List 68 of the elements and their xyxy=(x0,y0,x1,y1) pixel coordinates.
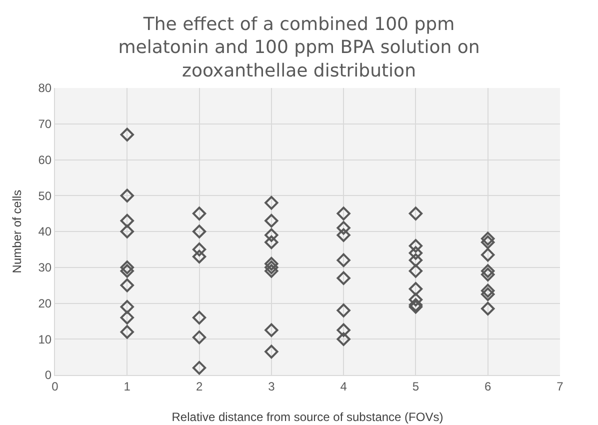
point xyxy=(408,264,423,278)
point xyxy=(192,330,206,344)
point xyxy=(264,235,278,250)
y-tick-label: 70 xyxy=(38,117,52,132)
point xyxy=(120,310,134,324)
x-tick-label: 7 xyxy=(556,379,564,394)
point xyxy=(408,246,423,260)
point xyxy=(120,325,134,339)
point xyxy=(120,300,134,314)
point xyxy=(120,128,134,142)
y-tick-label: 10 xyxy=(38,332,52,346)
point xyxy=(481,268,495,282)
point xyxy=(192,206,206,220)
y-tick-label: 60 xyxy=(38,152,52,167)
point xyxy=(120,214,134,228)
point xyxy=(264,264,278,278)
point xyxy=(336,323,350,338)
point xyxy=(336,332,350,346)
y-tick-label: 40 xyxy=(38,224,52,239)
x-tick-label: 6 xyxy=(484,379,492,394)
point xyxy=(336,271,350,285)
point xyxy=(120,188,134,202)
point xyxy=(120,264,134,278)
point xyxy=(481,248,495,262)
point xyxy=(264,256,278,271)
x-tick-label: 4 xyxy=(340,379,348,394)
x-axis-title: Relative distance from source of substance (FOVs) xyxy=(172,410,444,424)
point xyxy=(336,304,350,318)
point xyxy=(481,284,495,298)
point xyxy=(192,224,206,238)
point xyxy=(264,344,278,359)
point xyxy=(408,206,423,220)
point xyxy=(336,221,350,235)
y-tick-label: 50 xyxy=(38,188,52,203)
y-tick-label: 20 xyxy=(38,296,52,310)
y-tick-label: 80 xyxy=(38,81,52,96)
point xyxy=(264,260,278,274)
y-tick-label: 30 xyxy=(38,260,52,275)
point xyxy=(120,260,134,274)
point xyxy=(264,214,278,228)
x-tick-label: 3 xyxy=(268,379,276,394)
point xyxy=(408,292,423,307)
point xyxy=(408,282,423,296)
point xyxy=(192,250,206,264)
point xyxy=(120,278,134,292)
point xyxy=(408,253,423,268)
point xyxy=(192,310,206,324)
point xyxy=(336,228,350,242)
point xyxy=(336,206,350,220)
point xyxy=(481,235,495,250)
point xyxy=(481,232,495,246)
x-tick-label: 5 xyxy=(412,379,420,394)
point xyxy=(264,323,278,338)
y-axis-title: Number of cells xyxy=(10,190,24,274)
point xyxy=(264,196,278,210)
chart-title: The effect of a combined 100 ppm melatonin and 100 ppm BPA solution on zooxanthellae distribution xyxy=(118,14,480,82)
point xyxy=(481,264,495,278)
y-tick-label: 0 xyxy=(44,368,52,382)
x-tick-label: 1 xyxy=(124,379,131,394)
point xyxy=(408,239,423,253)
point xyxy=(336,253,350,268)
point xyxy=(481,287,495,302)
x-tick-label: 2 xyxy=(196,379,203,394)
point xyxy=(481,302,495,316)
point xyxy=(192,242,206,256)
point xyxy=(120,224,134,238)
point xyxy=(192,360,206,375)
point xyxy=(264,228,278,242)
